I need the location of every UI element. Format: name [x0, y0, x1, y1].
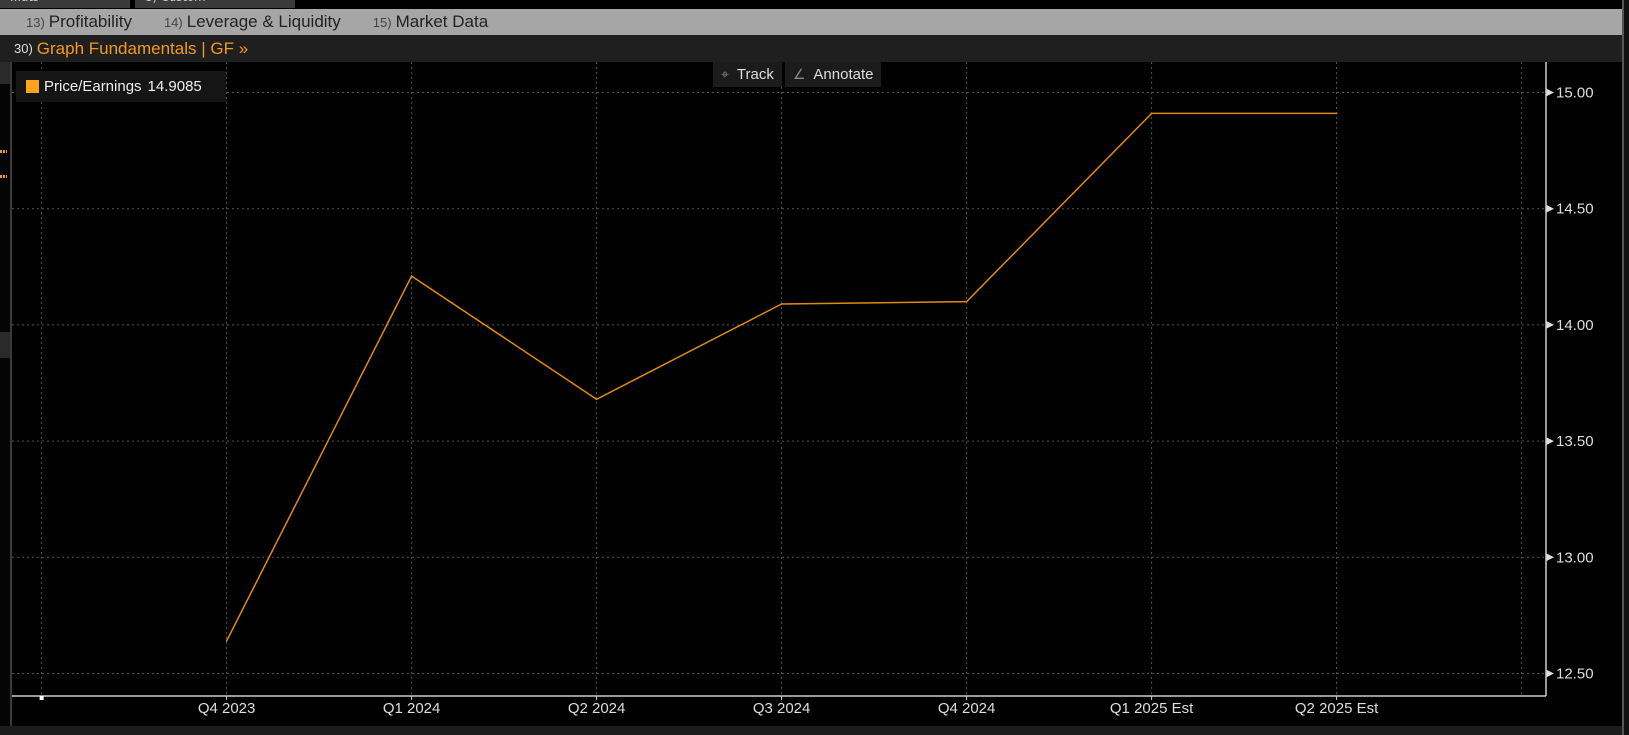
data-point: [225, 640, 228, 642]
y-tick-label: 12.50: [1556, 666, 1594, 683]
y-tick-marker: [1546, 320, 1554, 329]
y-tick-label: 14.00: [1556, 317, 1594, 334]
x-tick-label: Q2 2025 Est: [1295, 700, 1379, 717]
left-panel-marker: [0, 150, 7, 153]
y-tick-marker: [1546, 204, 1554, 213]
y-tick-marker: [1546, 88, 1554, 97]
x-tick-label: Q1 2025 Est: [1110, 700, 1194, 717]
bottom-bar: [0, 726, 1622, 735]
pencil-icon: ∠: [792, 66, 806, 82]
y-tick-label: 13.00: [1556, 549, 1594, 566]
data-point: [780, 303, 783, 305]
track-button[interactable]: ⌖ Track: [713, 62, 782, 87]
crosshair-icon: ⌖: [721, 66, 729, 82]
top-tab[interactable]: ...ats: [0, 0, 130, 8]
tab-label: Leverage & Liquidity: [186, 12, 341, 31]
x-tick-label: Q1 2024: [383, 700, 441, 717]
tab-number: 13): [26, 15, 45, 30]
left-panel-block: [0, 62, 10, 84]
window-right-edge: [1622, 0, 1629, 735]
tab-leverage-liquidity[interactable]: 14) Leverage & Liquidity: [164, 12, 341, 32]
tab-market-data[interactable]: 15) Market Data: [373, 12, 488, 32]
y-tick-marker: [1546, 437, 1554, 446]
data-point: [1150, 112, 1153, 115]
tab-label: Market Data: [395, 12, 489, 31]
top-tab-custom[interactable]: 8) Custom: [135, 0, 295, 8]
x-tick-label: Q4 2023: [198, 700, 256, 717]
graph-title-bar[interactable]: 30) Graph Fundamentals | GF »: [0, 35, 1622, 62]
left-panel-block: [0, 332, 10, 358]
track-label: Track: [736, 66, 774, 83]
tab-number: 14): [163, 15, 183, 30]
x-tick-label: Q2 2024: [568, 700, 626, 717]
y-tick-marker: [1546, 553, 1554, 562]
tab-number: 15): [372, 15, 392, 30]
legend-value: 14.9085: [147, 78, 202, 95]
y-tick-label: 15.00: [1556, 85, 1594, 102]
legend-swatch: [26, 80, 39, 93]
legend-label: Price/Earnings: [44, 78, 142, 95]
x-axis-start-marker: [39, 696, 44, 700]
chart-toolbar: ⌖ Track ∠ Annotate: [713, 62, 882, 87]
data-point: [1335, 112, 1338, 115]
title-number: 30): [14, 41, 33, 56]
data-point: [965, 300, 968, 303]
top-tab-strip: ...ats 8) Custom: [0, 0, 1629, 9]
left-panel-edge: [0, 62, 12, 726]
data-point: [410, 275, 413, 277]
x-tick-label: Q3 2024: [753, 700, 811, 717]
left-panel-marker: [0, 175, 7, 178]
annotate-label: Annotate: [813, 66, 874, 83]
y-tick-label: 14.50: [1556, 201, 1594, 218]
tab-bar: 13) Profitability 14) Leverage & Liquidity…: [0, 9, 1622, 35]
chart-legend[interactable]: Price/Earnings 14.9085: [16, 71, 226, 102]
annotate-button[interactable]: ∠ Annotate: [784, 62, 882, 87]
y-tick-label: 13.50: [1556, 433, 1594, 450]
x-tick-label: Q4 2024: [938, 700, 996, 717]
tab-label: Profitability: [48, 12, 132, 31]
graph-fundamentals-link[interactable]: Graph Fundamentals | GF »: [36, 38, 249, 58]
tab-profitability[interactable]: 13) Profitability: [26, 12, 132, 32]
data-point: [595, 398, 598, 401]
y-tick-marker: [1546, 669, 1554, 678]
